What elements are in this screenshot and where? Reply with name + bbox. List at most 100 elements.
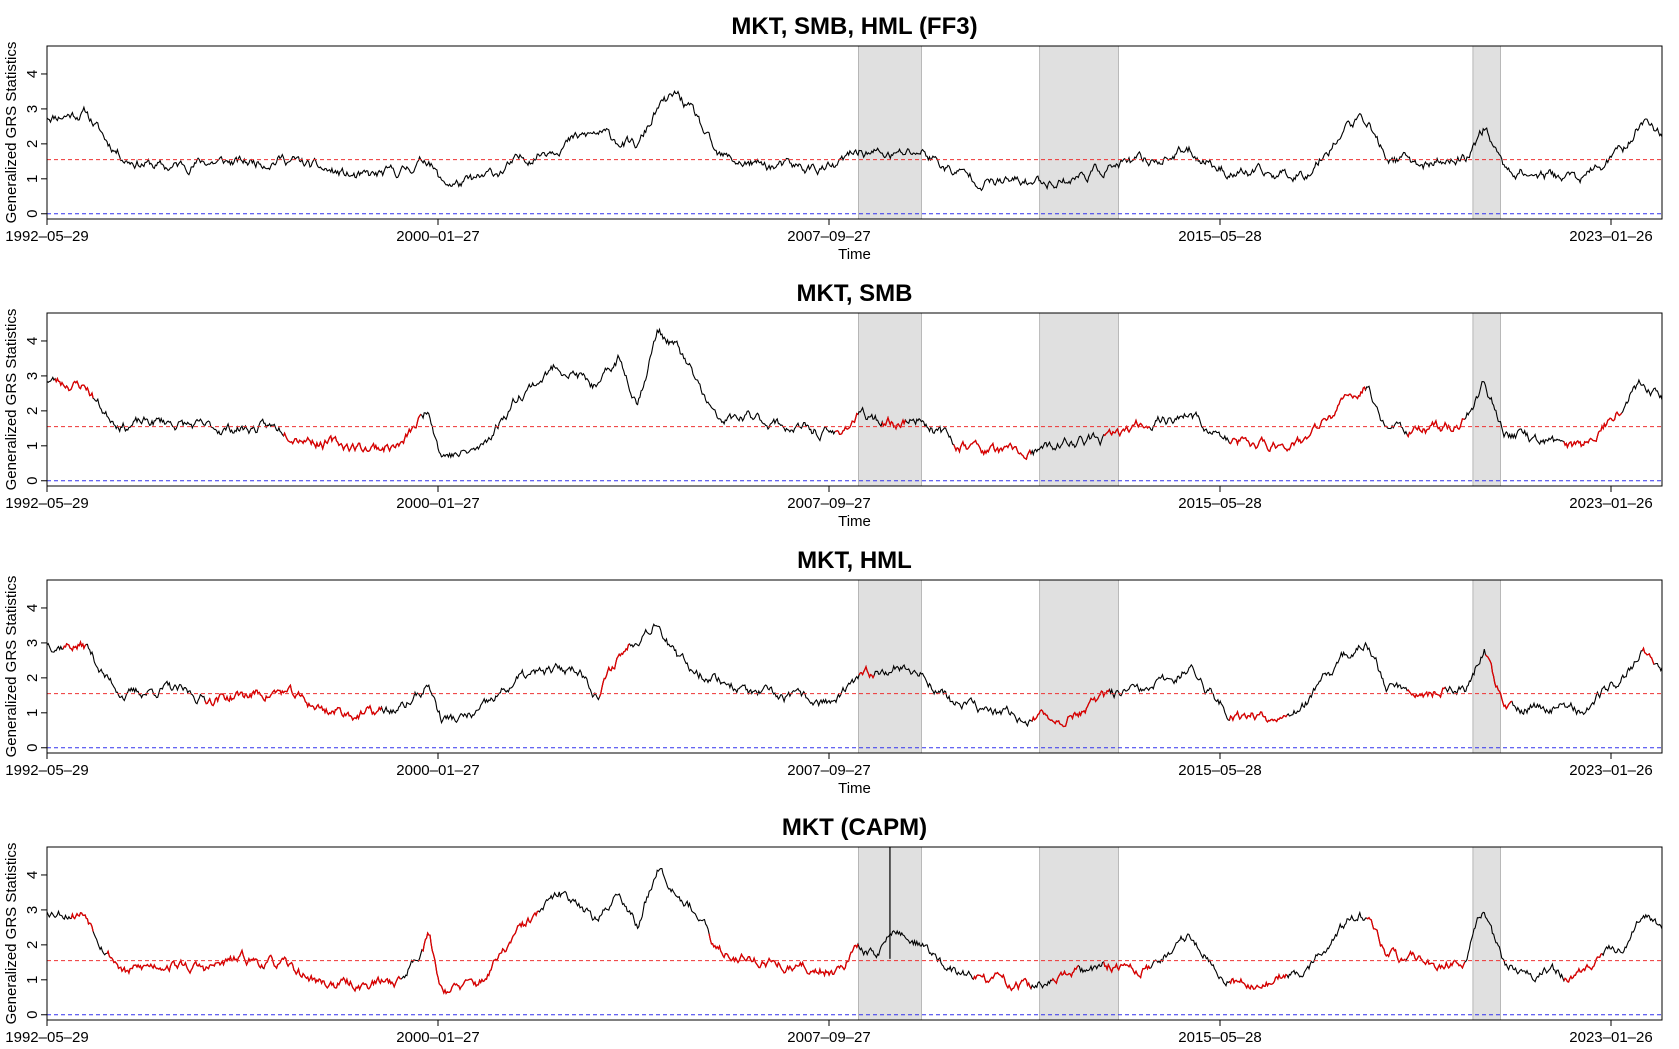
chart-title: MKT, HML bbox=[797, 547, 912, 574]
highlight-segment-2 bbox=[204, 683, 383, 722]
x-axis-label: Time bbox=[838, 246, 871, 263]
x-axis-label: Time bbox=[838, 780, 871, 797]
highlight-segment-3 bbox=[263, 954, 402, 993]
highlight-segment-7 bbox=[1406, 686, 1446, 699]
shaded-period-3 bbox=[1472, 846, 1501, 1021]
shaded-period-1 bbox=[858, 312, 922, 487]
y-tick-label: 1 bbox=[24, 442, 41, 450]
y-axis-label: Generalized GRS Statistics bbox=[3, 42, 20, 224]
highlight-segment-5 bbox=[1031, 689, 1110, 728]
y-tick-label: 2 bbox=[24, 140, 41, 148]
x-tick-label: 2015–05–28 bbox=[1178, 228, 1261, 245]
x-tick-label: 2007–09–27 bbox=[787, 495, 870, 512]
chart-title: MKT, SMB bbox=[797, 280, 913, 307]
chart-panel-1: MKT, SMB, HML (FF3) 0 1 2 3 4 1992–05–29 2000–0… bbox=[3, 13, 1663, 263]
x-tick-label: 1992–05–29 bbox=[5, 228, 88, 245]
highlight-segment-6 bbox=[972, 971, 1032, 992]
highlight-segment-6 bbox=[1228, 709, 1288, 723]
y-tick-label: 0 bbox=[24, 1011, 41, 1019]
y-tick-label: 2 bbox=[24, 941, 41, 949]
plot-frame bbox=[46, 45, 1663, 220]
chart-title: MKT (CAPM) bbox=[782, 814, 927, 841]
chart-title: MKT, SMB, HML (FF3) bbox=[731, 13, 977, 40]
highlight-segment-9 bbox=[1641, 646, 1655, 665]
chart-panel-2: MKT, SMB 0 1 2 3 4 1992–05–29 2000–01–27 2007–09… bbox=[3, 280, 1663, 530]
series-line bbox=[46, 867, 1663, 995]
shaded-period-3 bbox=[1472, 312, 1501, 487]
y-tick-label: 2 bbox=[24, 407, 41, 415]
plot-frame bbox=[46, 846, 1663, 1021]
highlight-segment-1 bbox=[70, 912, 94, 932]
y-tick-label: 1 bbox=[24, 709, 41, 717]
shaded-period-2 bbox=[1039, 312, 1119, 487]
chart-panel-3: MKT, HML 0 1 2 3 4 1992–05–29 2000–01–27 2007–09… bbox=[3, 547, 1663, 797]
x-tick-label: 2023–01–26 bbox=[1569, 495, 1652, 512]
highlight-segment-1 bbox=[54, 376, 94, 399]
y-tick-label: 0 bbox=[24, 210, 41, 218]
x-tick-label: 2015–05–28 bbox=[1178, 1029, 1261, 1046]
highlight-segment-10 bbox=[1366, 916, 1407, 964]
x-tick-label: 2000–01–27 bbox=[396, 1029, 479, 1046]
y-tick-label: 2 bbox=[24, 674, 41, 682]
x-tick-label: 1992–05–29 bbox=[5, 495, 88, 512]
highlight-segment-8 bbox=[1485, 654, 1513, 711]
shaded-period-1 bbox=[858, 579, 922, 754]
y-axis-label: Generalized GRS Statistics bbox=[3, 309, 20, 491]
x-axis-label: Time bbox=[838, 513, 871, 530]
x-tick-label: 2015–05–28 bbox=[1178, 495, 1261, 512]
y-tick-label: 3 bbox=[24, 639, 41, 647]
shaded-period-2 bbox=[1039, 45, 1119, 220]
highlight-segment-8 bbox=[1103, 961, 1151, 980]
highlight-segment-7 bbox=[1051, 965, 1079, 985]
highlight-segment-7 bbox=[1229, 386, 1367, 453]
x-tick-label: 1992–05–29 bbox=[5, 762, 88, 779]
x-tick-label: 2023–01–26 bbox=[1569, 762, 1652, 779]
series-line bbox=[46, 623, 1663, 728]
x-tick-label: 2000–01–27 bbox=[396, 762, 479, 779]
x-tick-label: 2000–01–27 bbox=[396, 228, 479, 245]
x-axis-label: Time bbox=[838, 1047, 871, 1049]
highlight-segment-5 bbox=[708, 933, 859, 978]
highlight-segment-3 bbox=[598, 643, 630, 697]
highlight-segment-4 bbox=[881, 415, 906, 431]
x-tick-label: 2023–01–26 bbox=[1569, 228, 1652, 245]
plot-frame bbox=[46, 579, 1663, 754]
y-tick-label: 1 bbox=[24, 175, 41, 183]
highlight-segment-8 bbox=[1406, 418, 1465, 439]
highlight-segment-9 bbox=[1228, 972, 1288, 991]
highlight-segment-5 bbox=[953, 439, 1032, 461]
shaded-period-3 bbox=[1472, 45, 1501, 220]
shaded-period-3 bbox=[1472, 579, 1501, 754]
highlight-segment-3 bbox=[834, 412, 859, 435]
highlight-segment-1 bbox=[62, 639, 87, 653]
x-tick-label: 2015–05–28 bbox=[1178, 762, 1261, 779]
y-tick-label: 4 bbox=[24, 70, 41, 78]
x-tick-label: 2007–09–27 bbox=[787, 1029, 870, 1046]
y-tick-label: 4 bbox=[24, 337, 41, 345]
highlight-segment-2 bbox=[106, 948, 264, 975]
highlight-segment-12 bbox=[1563, 953, 1603, 983]
plot-frame bbox=[46, 312, 1663, 487]
y-tick-label: 4 bbox=[24, 871, 41, 879]
series-line bbox=[46, 89, 1663, 192]
shaded-period-2 bbox=[1039, 579, 1119, 754]
y-axis-label: Generalized GRS Statistics bbox=[3, 576, 20, 758]
highlight-segment-2 bbox=[282, 413, 422, 454]
y-tick-label: 1 bbox=[24, 976, 41, 984]
y-tick-label: 0 bbox=[24, 744, 41, 752]
series-line bbox=[46, 327, 1663, 461]
x-tick-label: 1992–05–29 bbox=[5, 1029, 88, 1046]
x-tick-label: 2007–09–27 bbox=[787, 228, 870, 245]
x-tick-label: 2000–01–27 bbox=[396, 495, 479, 512]
highlight-segment-4 bbox=[858, 664, 875, 680]
y-tick-label: 4 bbox=[24, 604, 41, 612]
chart-panel-4: MKT (CAPM) 0 1 2 3 4 1992–05–29 2000–01–27 2007–… bbox=[3, 814, 1663, 1049]
shaded-period-2 bbox=[1039, 846, 1119, 1021]
y-tick-label: 3 bbox=[24, 906, 41, 914]
highlight-segment-4 bbox=[421, 910, 539, 995]
y-tick-label: 3 bbox=[24, 372, 41, 380]
x-tick-label: 2023–01–26 bbox=[1569, 1029, 1652, 1046]
shaded-period-1 bbox=[858, 45, 922, 220]
x-tick-label: 2007–09–27 bbox=[787, 762, 870, 779]
